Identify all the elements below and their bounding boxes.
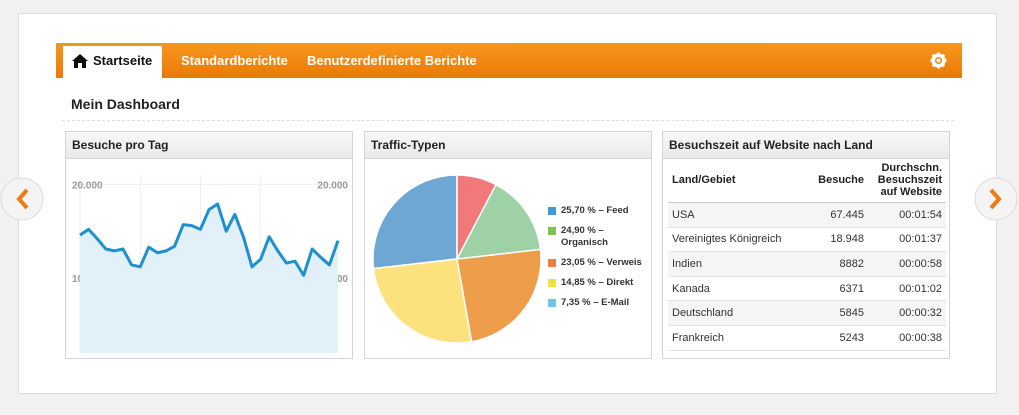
home-icon (72, 54, 88, 68)
table-cell: 6371 (796, 276, 868, 302)
column-header: Land/Gebiet (668, 158, 796, 203)
legend-item: 14,85 % – Direkt (548, 277, 652, 289)
next-button[interactable] (974, 177, 1018, 221)
table-row: Vereinigtes Königreich 18.948 00:01:37 (668, 227, 946, 253)
tab-label: Startseite (93, 53, 153, 68)
pie-slice (456, 248, 542, 343)
table-cell: Vereinigtes Königreich (668, 227, 796, 253)
widget-title: Traffic-Typen (365, 132, 651, 159)
area (80, 204, 338, 353)
table-cell: Indien (668, 251, 796, 277)
table-cell: USA (668, 202, 796, 228)
legend-item: 25,70 % – Feed (548, 205, 652, 217)
table-cell: 00:01:37 (868, 227, 946, 253)
prev-button[interactable] (0, 177, 44, 221)
legend-label: 25,70 % – Feed (561, 205, 629, 216)
table-cell: Frankreich (668, 325, 796, 351)
table-row: Deutschland 5845 00:00:32 (668, 300, 946, 326)
legend-swatch (548, 227, 556, 235)
y-tick-label: 20.000 (72, 180, 103, 191)
legend-label: 7,35 % – E-Mail (561, 297, 630, 308)
pie-slice (372, 174, 458, 270)
table-cell: 5243 (796, 325, 868, 351)
table-cell: 18.948 (796, 227, 868, 253)
legend-item: 24,90 % – Organisch (548, 225, 652, 249)
table-cell: 67.445 (796, 202, 868, 228)
table-cell: 00:00:32 (868, 300, 946, 326)
legend-swatch (548, 207, 556, 215)
pie-slice (456, 174, 497, 260)
widget-title: Besuche pro Tag (66, 132, 352, 159)
table-row: Frankreich 5243 00:00:38 (668, 325, 946, 351)
legend-item: 23,05 % – Verweis (548, 257, 652, 269)
legend-label: 14,85 % – Direkt (561, 277, 634, 288)
y-tick-label: 20.000 (317, 180, 348, 191)
legend-item: 7,35 % – E-Mail (548, 297, 652, 309)
legend-swatch (548, 299, 556, 307)
legend: 25,70 % – Feed 24,90 % – Organisch 23,05 %… (548, 205, 652, 317)
column-header: Besuche (796, 158, 868, 203)
nav-tab[interactable]: Startseite (63, 46, 162, 78)
data-table: Land/Gebiet Besuche Durchschn. Besuchsze… (668, 158, 946, 351)
legend-label: 24,90 % – Organisch (561, 225, 608, 248)
table-cell: Deutschland (668, 300, 796, 326)
table-cell: 00:01:02 (868, 276, 946, 302)
legend-swatch (548, 279, 556, 287)
settings-icon[interactable] (930, 52, 947, 69)
table-cell: 8882 (796, 251, 868, 277)
column-header: Durchschn. Besuchszeit auf Website (868, 158, 946, 203)
legend-label: 23,05 % – Verweis (561, 257, 642, 268)
table-row: Kanada 6371 00:01:02 (668, 276, 946, 302)
table-cell: 00:00:58 (868, 251, 946, 277)
nav-tab[interactable]: Benutzerdefinierte Berichte (307, 53, 477, 68)
nav-bar (56, 43, 962, 78)
table-cell: 00:01:54 (868, 202, 946, 228)
legend-swatch (548, 259, 556, 267)
line (79, 202, 340, 277)
separator (62, 120, 954, 121)
table-cell: 00:00:38 (868, 325, 946, 351)
pie-slice (455, 183, 542, 260)
pie-slice (372, 258, 473, 344)
table-cell: 5845 (796, 300, 868, 326)
table-row: Indien 8882 00:00:58 (668, 251, 946, 277)
table-cell: Kanada (668, 276, 796, 302)
table-row: USA 67.445 00:01:54 (668, 202, 946, 228)
nav-tab[interactable]: Standardberichte (181, 53, 288, 68)
dashboard-title: Mein Dashboard (71, 96, 180, 112)
